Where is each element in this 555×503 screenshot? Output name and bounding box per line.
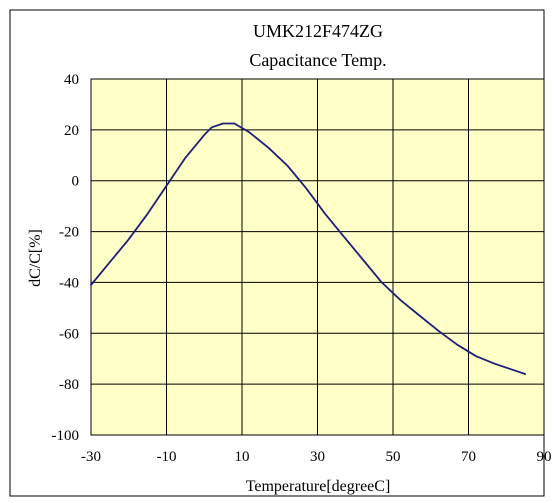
y-tick-label: 20 — [64, 123, 79, 139]
x-axis-label: Temperature[degreeC] — [246, 478, 391, 495]
y-tick-label: -20 — [59, 225, 79, 241]
x-tick-label: 70 — [461, 449, 476, 465]
plot-frame — [90, 78, 545, 436]
series-layer — [90, 122, 526, 375]
x-tick-label: -30 — [81, 449, 101, 465]
y-tick-label: -80 — [59, 377, 79, 393]
y-tick-label: -60 — [59, 326, 79, 342]
chart-title: UMK212F474ZG — [253, 21, 383, 41]
series-line-0 — [90, 122, 526, 375]
x-tick-label: 90 — [537, 449, 552, 465]
x-tick-label: 30 — [310, 449, 325, 465]
chart-subtitle: Capacitance Temp. — [249, 50, 386, 70]
y-tick-labels: 40 20 0 -20 -40 -60 -80 -100 — [52, 72, 80, 444]
x-tick-label: -10 — [157, 449, 177, 465]
x-tick-label: 10 — [235, 449, 250, 465]
y-axis-label: dC/C[%] — [27, 229, 44, 287]
y-tick-label: -40 — [59, 275, 79, 291]
x-tick-labels: -30 -10 10 30 50 70 90 — [81, 449, 552, 465]
y-tick-label: 40 — [64, 72, 79, 88]
y-tick-label: 0 — [72, 174, 80, 190]
x-tick-label: 50 — [386, 449, 401, 465]
y-tick-label: -100 — [52, 428, 80, 444]
